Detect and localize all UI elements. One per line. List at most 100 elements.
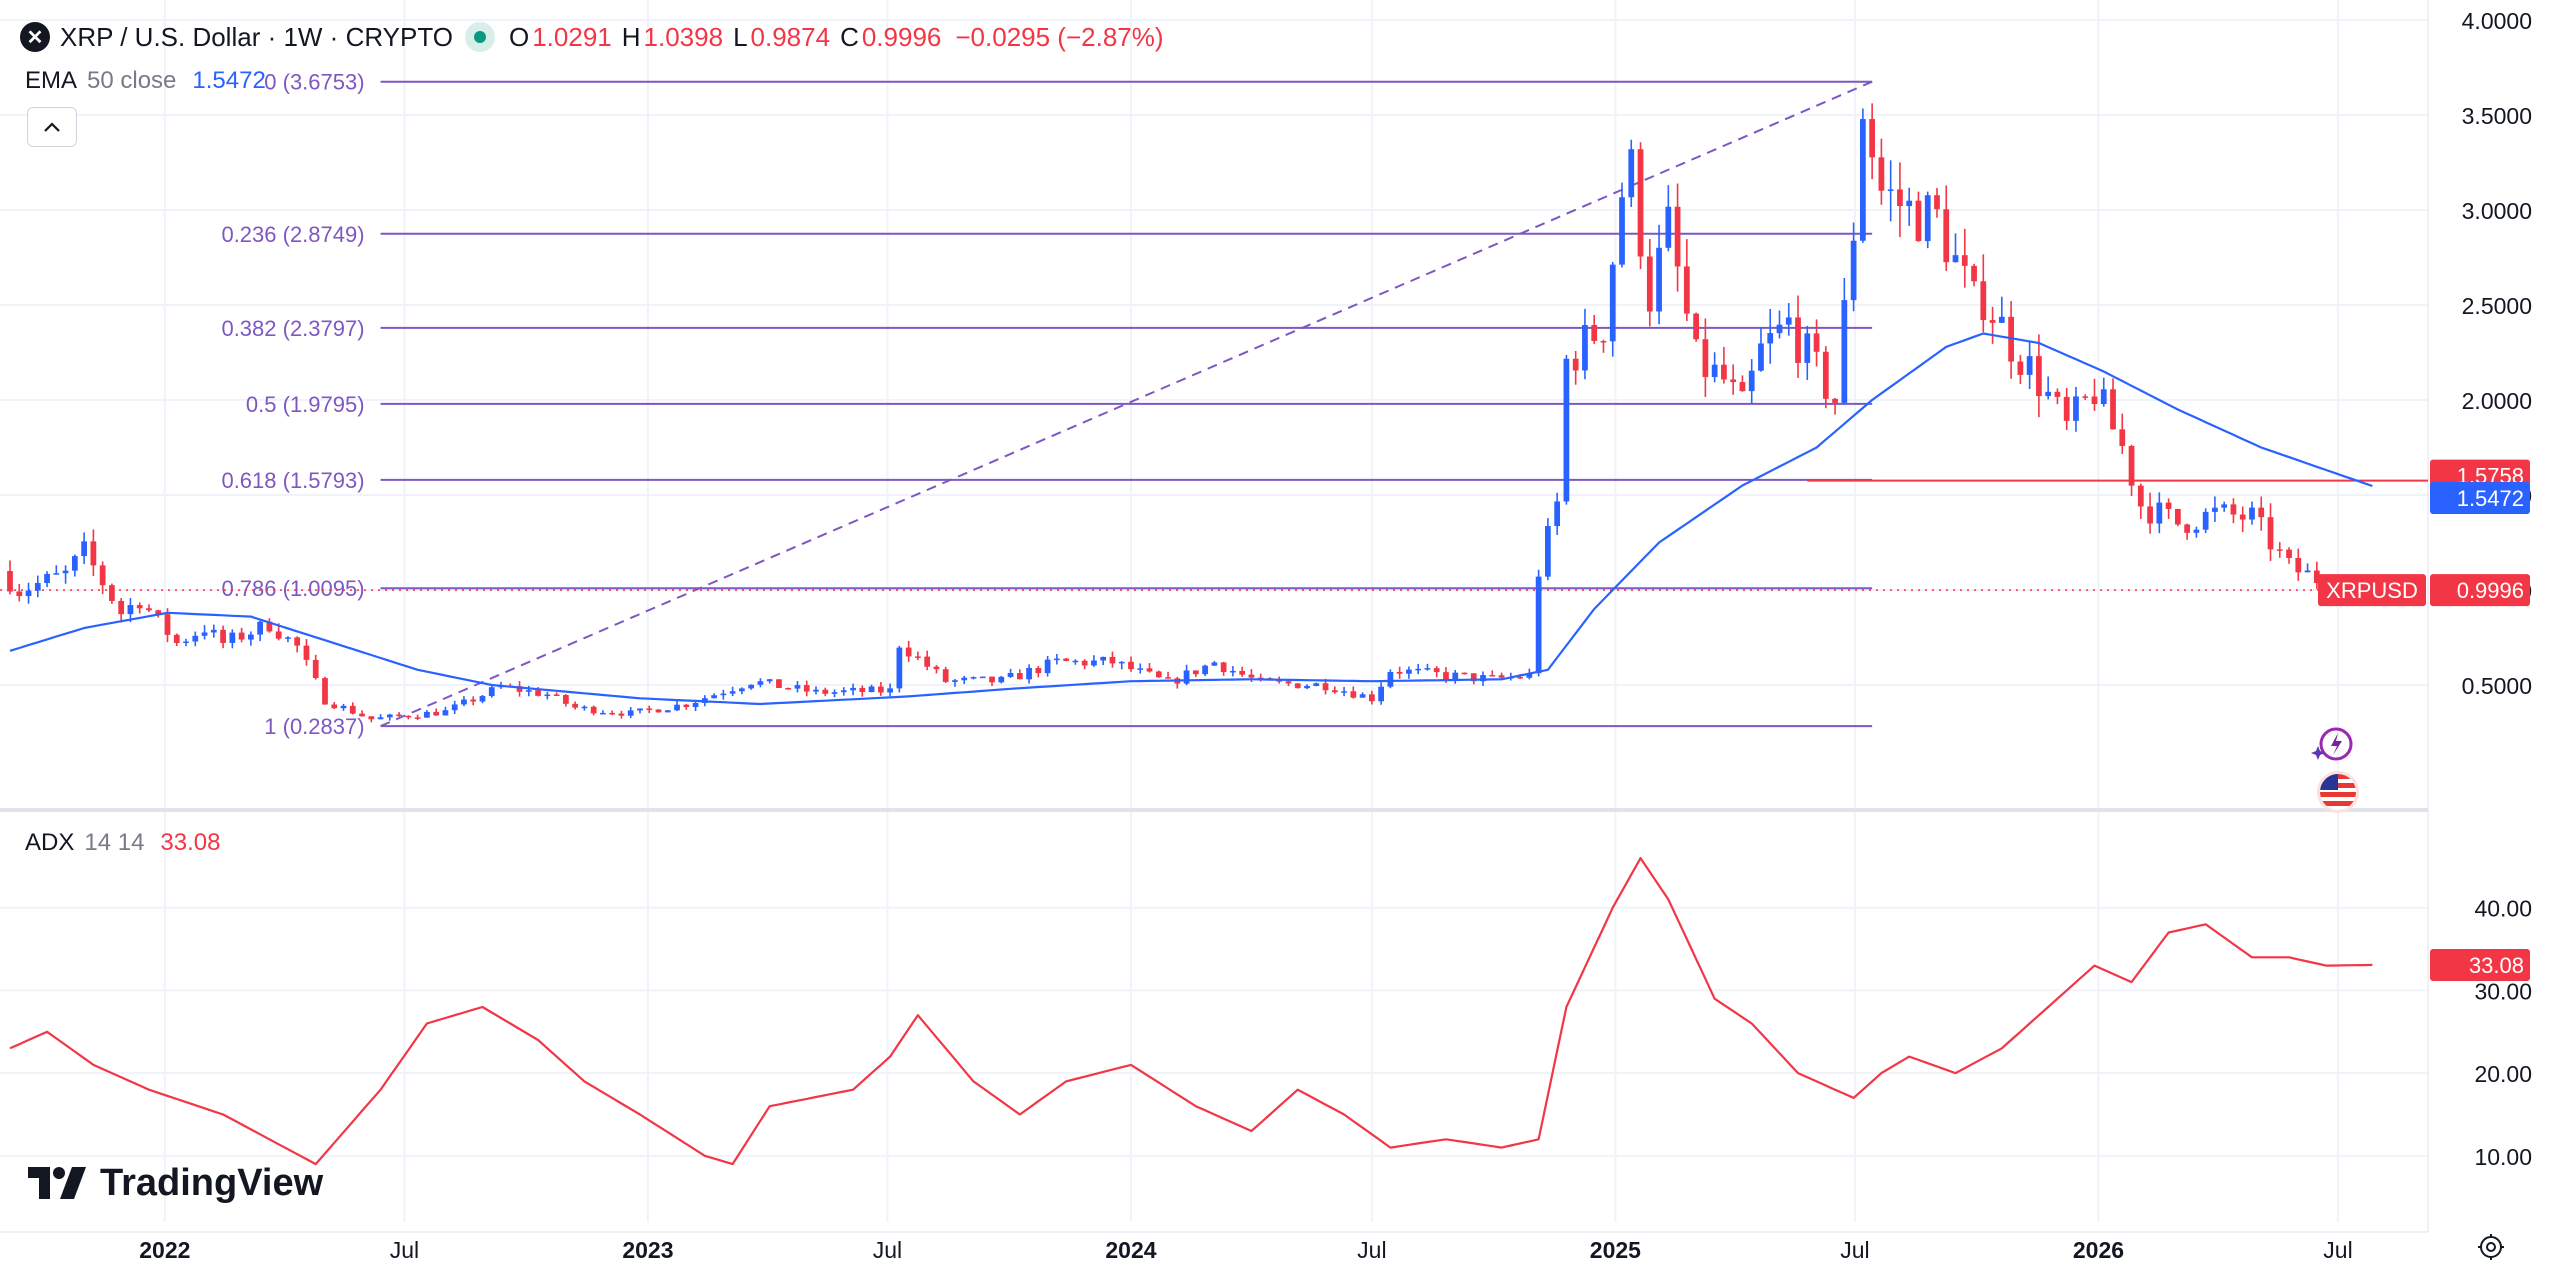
us-flag-icon[interactable]: [2312, 768, 2362, 814]
candle: [1730, 364, 1737, 395]
ema-legend-name: EMA: [25, 67, 78, 94]
candle: [2008, 301, 2014, 379]
candle: [952, 678, 958, 687]
candle-body: [451, 704, 458, 711]
candle: [1545, 518, 1551, 581]
ai-sparkle-icon[interactable]: [2310, 722, 2356, 768]
adx-legend[interactable]: ADX 14 14 33.08: [25, 826, 220, 860]
candle-body: [1869, 119, 1876, 158]
candle: [1424, 663, 1431, 671]
candle: [2036, 334, 2042, 418]
candle: [201, 625, 208, 640]
candle: [970, 676, 977, 680]
candle: [989, 676, 995, 687]
candle: [386, 713, 393, 721]
symbol-title[interactable]: XRP / U.S. Dollar · 1W · CRYPTO: [60, 21, 453, 52]
candle: [424, 710, 430, 718]
candle-body: [525, 690, 532, 692]
candle-body: [136, 605, 143, 609]
candle: [1341, 686, 1347, 697]
candle-body: [748, 684, 755, 689]
candle-body: [1452, 672, 1459, 680]
time-tick-label: Jul: [1357, 1237, 1386, 1263]
candle: [1368, 690, 1375, 705]
candle: [1128, 656, 1134, 672]
candle: [877, 681, 884, 696]
candle: [294, 636, 301, 653]
candle: [2313, 561, 2320, 590]
market-status-icon[interactable]: [464, 22, 495, 52]
candle-body: [1776, 324, 1783, 334]
candle-body: [1118, 661, 1125, 664]
candle: [674, 700, 680, 712]
candle: [562, 694, 569, 707]
collapse-legend-button[interactable]: [27, 107, 77, 147]
candle: [1192, 670, 1199, 677]
candle: [1239, 666, 1246, 677]
candle: [803, 680, 810, 697]
candle: [1563, 354, 1570, 505]
candle: [1591, 315, 1598, 345]
tradingview-logo[interactable]: TradingView: [28, 1160, 323, 1206]
candle-body: [1415, 668, 1422, 671]
candle-body: [989, 676, 995, 683]
candle: [1943, 185, 1950, 271]
candle-body: [2221, 504, 2228, 508]
candle: [1582, 308, 1588, 380]
candle-body: [1044, 659, 1051, 674]
candle-body: [896, 647, 903, 689]
candle-body: [1637, 149, 1644, 257]
candle: [2267, 503, 2274, 562]
candle-body: [1470, 673, 1477, 682]
candle-body: [1906, 200, 1913, 207]
candle-body: [2230, 504, 2237, 515]
candle-body: [637, 708, 643, 711]
candle: [1155, 670, 1162, 678]
candle-body: [2100, 389, 2107, 405]
candle-body: [1341, 691, 1347, 693]
candle: [1174, 676, 1181, 689]
candle-body: [1934, 195, 1940, 210]
candle-body: [99, 565, 106, 586]
candle: [1971, 263, 1977, 287]
candle: [1572, 351, 1579, 385]
candle-body: [590, 706, 597, 714]
candle: [2156, 492, 2163, 534]
ema-legend-value: 1.5472: [192, 67, 266, 94]
price-tick-label: 0.5000: [2462, 673, 2532, 699]
time-tick-label: Jul: [1840, 1237, 1869, 1263]
candle: [1887, 160, 1894, 222]
candle-body: [1091, 660, 1097, 666]
candle-body: [1739, 382, 1746, 392]
candle: [1313, 682, 1320, 687]
candle: [192, 631, 199, 647]
candle-body: [294, 637, 301, 646]
candle: [405, 715, 412, 720]
candle-body: [776, 679, 782, 689]
candle: [2082, 394, 2089, 401]
candle: [1841, 277, 1848, 405]
ema-legend-params: 50 close: [87, 67, 177, 94]
candle: [794, 681, 801, 693]
settings-gear-icon[interactable]: [2476, 1232, 2506, 1262]
price-badge-label: 33.08: [2469, 953, 2524, 978]
candle: [618, 710, 625, 719]
candle-body: [544, 694, 551, 697]
candle: [1674, 183, 1681, 292]
ema-legend[interactable]: EMA 50 close 1.5472: [25, 64, 266, 98]
candle: [590, 705, 597, 716]
candle: [238, 627, 245, 643]
candle: [1860, 108, 1866, 243]
candle: [748, 684, 755, 690]
candle-body: [553, 694, 560, 697]
candle-body: [1656, 247, 1662, 312]
candle-body: [1646, 256, 1653, 312]
candle: [1795, 295, 1801, 378]
candle: [739, 687, 745, 695]
candle: [1693, 312, 1699, 342]
candle: [2221, 501, 2228, 512]
candle: [1646, 238, 1653, 327]
candle-body: [1489, 675, 1496, 677]
candle: [1387, 669, 1394, 689]
